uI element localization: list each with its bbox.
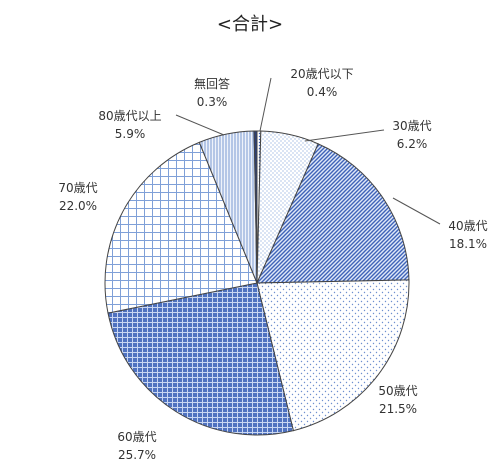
slice-category-label-5: 60歳代 [117,430,156,444]
leader-line-3 [392,197,441,225]
slice-value-label-8: 0.3% [197,95,228,109]
leader-line-7 [175,114,225,136]
slice-category-label-1: 20歳代以下 [290,67,353,81]
slice-category-label-7: 80歳代以上 [98,109,161,123]
pie-slice-3 [256,143,410,284]
slice-category-label-8: 無回答 [194,76,230,91]
slice-value-label-4: 21.5% [379,402,417,416]
slice-category-label-2: 30歳代 [392,119,431,133]
leader-line-2 [304,129,385,142]
slice-category-label-6: 70歳代 [58,181,97,195]
slice-category-label-3: 40歳代 [448,219,487,233]
slice-value-label-3: 18.1% [449,237,487,251]
slice-category-label-4: 50歳代 [378,384,417,398]
slice-value-label-1: 0.4% [307,85,338,99]
pie-slice-8 [253,130,258,284]
slice-value-label-7: 5.9% [115,127,146,141]
leader-line-1 [259,77,272,132]
pie-slice-4 [256,279,410,432]
slice-value-label-6: 22.0% [59,199,97,213]
pie-slice-5 [107,282,294,436]
slice-labels: 20歳代以下 0.4% 30歳代 6.2% 40歳代 18.1% 50歳代 21.5% 60歳代… [58,67,487,462]
leader-lines [175,77,441,225]
pie-slice-6 [104,141,258,314]
slice-value-label-2: 6.2% [397,137,428,151]
chart-title: <合計> [217,14,283,35]
pie-slices [104,130,410,436]
slice-value-label-5: 25.7% [118,448,156,462]
